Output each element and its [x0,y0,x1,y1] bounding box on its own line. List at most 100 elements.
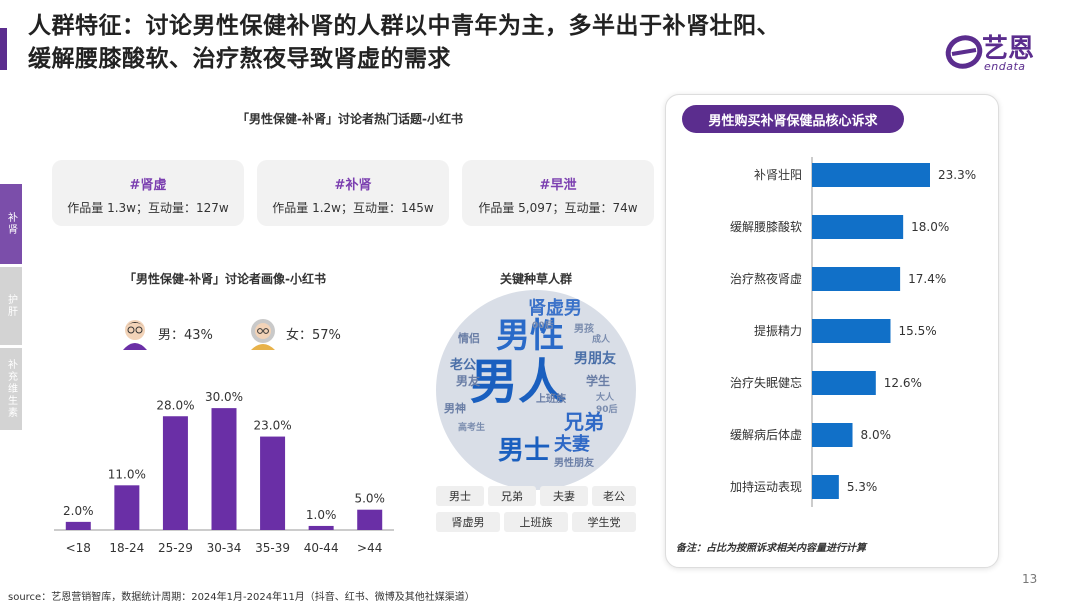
demand-category-label: 治疗熬夜肾虚 [730,271,802,286]
wordcloud-word: 男友 [456,374,481,388]
age-tick-label: 25-29 [158,541,193,555]
age-tick-label: <18 [66,541,91,555]
keyword-tag: 兄弟 [488,486,536,506]
age-bar-value-label: 11.0% [108,467,146,481]
wordcloud-word: 男朋友 [574,351,616,367]
wordcloud-word: 学生 [586,374,611,388]
keyword-tag: 老公 [592,486,636,506]
keyword-tag: 学生党 [572,512,636,532]
demand-bar [812,163,930,187]
gender-female: 女：57% [246,316,341,350]
gender-male: 男：43% [118,316,213,350]
male-percentage: 男：43% [158,327,213,343]
side-tab-liver[interactable]: 护肝 [0,267,22,345]
age-bar [211,408,237,530]
demand-value-label: 17.4% [908,272,946,286]
wordcloud-word: 大人 [596,393,615,403]
demand-category-label: 补肾壮阳 [754,168,802,182]
wordcloud-word: 男孩 [574,324,594,335]
age-tick-label: 40-44 [304,541,339,555]
female-avatar-icon [251,319,275,350]
keyword-tag: 男士 [436,486,484,506]
demand-value-label: 8.0% [861,428,892,442]
topic-tag: #补肾 [334,178,372,193]
keyword-tag: 肾虚男 [436,512,500,532]
side-tab-vitamin[interactable]: 补充维生素 [0,348,22,430]
logo-text-en: endata [984,60,1026,73]
demand-value-label: 5.3% [847,480,878,494]
title-accent-bar [0,28,7,70]
demand-category-label: 提振精力 [754,323,802,338]
topic-card-premature: #早泄 作品量 5,097；互动量：74w [462,160,654,226]
keyword-wordcloud: 男人 男性 肾虚男 男士 兄弟 夫妻 老公 男朋友 男友 学生 上班族 情侣 男… [436,290,636,490]
side-tabs: 补肾 护肝 补充维生素 [0,184,22,433]
age-bar-value-label: 23.0% [254,419,292,433]
topic-stat: 作品量 5,097；互动量：74w [478,201,638,215]
demand-bar [812,215,904,239]
age-bar-value-label: 1.0% [306,508,337,522]
demand-bar [812,267,901,291]
age-bar [162,416,188,530]
demand-bar [812,423,853,447]
topic-card-kidney-deficiency: #肾虚 作品量 1.3w；互动量：127w [52,160,244,226]
demand-value-label: 18.0% [911,220,949,234]
logo-text-cn: 艺恩 [982,34,1035,64]
wordcloud-word: 男士 [498,436,551,466]
demand-bar [812,475,839,499]
topic-stat: 作品量 1.3w；互动量：127w [67,201,229,215]
side-tab-kidney[interactable]: 补肾 [0,184,22,264]
wordcloud-word: 男神 [444,402,466,415]
age-bar [308,525,334,530]
age-bar-value-label: 5.0% [354,492,385,506]
endata-logo: 艺恩 endata [944,28,1054,76]
wordcloud-word: 00后 [532,321,554,331]
wordcloud-word: 情侣 [458,332,480,345]
age-bar [114,485,140,530]
keyword-tag: 上班族 [504,512,568,532]
wordcloud-word: 肾虚男 [528,298,582,319]
demand-value-label: 12.6% [884,376,922,390]
age-bar-value-label: 30.0% [205,390,243,404]
demand-bar [812,371,876,395]
demand-category-label: 加持运动表现 [730,479,802,494]
demand-value-label: 23.3% [938,168,976,182]
demand-bar [812,319,891,343]
wordcloud-word: 男性朋友 [554,458,594,469]
wordcloud-word: 90后 [596,405,618,415]
page-title: 人群特征：讨论男性保健补肾的人群以中青年为主，多半出于补肾壮阳、 缓解腰膝酸软、… [28,10,908,76]
age-bar [357,509,383,530]
age-distribution-chart: 2.0% <18 11.0% 18-24 28.0% 25-29 30.0% 30-34 23.… [54,390,394,555]
topic-tag: #早泄 [539,178,577,193]
male-avatar-icon [123,320,147,350]
title-line-2: 缓解腰膝酸软、治疗熬夜导致肾虚的需求 [28,46,451,72]
age-tick-label: 35-39 [255,541,290,555]
demand-value-label: 15.5% [898,324,936,338]
wordcloud-word: 高考生 [458,423,486,433]
topic-tag: #肾虚 [129,178,167,193]
wordcloud-word: 上班族 [536,394,566,405]
footnote: 备注：占比为按照诉求相关内容量进行计算 [676,543,866,554]
wordcloud-word: 成人 [592,335,611,345]
wordcloud-word: 男性 [496,316,564,356]
topic-stat: 作品量 1.2w；互动量：145w [272,201,434,215]
age-tick-label: >44 [357,541,382,555]
core-demands-panel: 男性购买补肾保健品核心诉求 补肾壮阳 23.3% 缓解腰膝酸软 18.0% 治疗熬夜肾虚… [665,94,999,568]
demand-category-label: 缓解病后体虚 [730,427,802,442]
demand-category-label: 治疗失眠健忘 [730,375,802,390]
age-bar [65,521,91,530]
profile-section-title: 「男性保健-补肾」讨论者画像-小红书 [124,272,326,286]
age-bar [260,436,286,530]
age-bar-value-label: 28.0% [156,398,194,412]
keyword-section-title: 关键种草人群 [499,272,572,286]
source-note: source：艺恩营销智库，数据统计周期：2024年1月-2024年11月（抖音… [8,592,475,603]
page-number: 13 [1022,572,1038,586]
logo-mark-icon [945,35,983,69]
age-tick-label: 30-34 [207,541,242,555]
topic-card-kidney-tonic: #补肾 作品量 1.2w；互动量：145w [257,160,449,226]
title-line-1: 人群特征：讨论男性保健补肾的人群以中青年为主，多半出于补肾壮阳、 [28,13,780,39]
core-demands-title: 男性购买补肾保健品核心诉求 [682,105,904,133]
keyword-tag: 夫妻 [540,486,588,506]
female-percentage: 女：57% [286,327,341,343]
demand-category-label: 缓解腰膝酸软 [730,219,802,234]
age-tick-label: 18-24 [109,541,144,555]
